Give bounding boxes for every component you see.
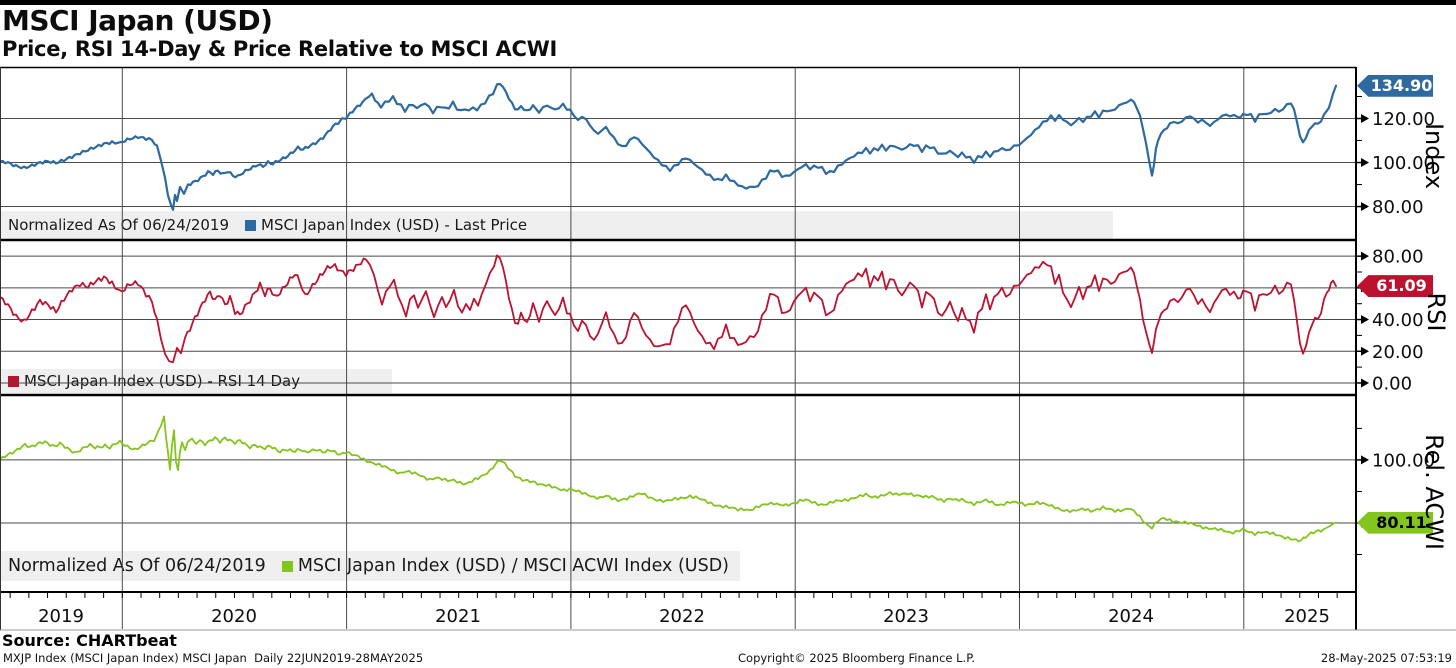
price-legend-swatch-icon: [245, 219, 256, 231]
series-line-rsi: [0, 254, 1337, 364]
footer-timestamp: 28-May-2025 07:53:19: [1320, 651, 1452, 665]
legend-price: Normalized As Of 06/24/2019 MSCI Japan I…: [0, 211, 1113, 239]
y-tick-label: 100.00: [1372, 153, 1435, 174]
y-tick-label: 0.00: [1372, 373, 1412, 394]
y-tick-arrow-icon: [1361, 455, 1369, 465]
axis-title-rsi: RSI: [1422, 292, 1450, 332]
legend-rel-acwi: Normalized As Of 06/24/2019 MSCI Japan I…: [0, 551, 740, 581]
y-tick-arrow-icon: [1361, 202, 1369, 212]
footer-copyright: Copyright© 2025 Bloomberg Finance L.P.: [738, 651, 975, 665]
legend-rel-normalized-note: Normalized As Of 06/24/2019: [8, 556, 266, 576]
x-year-label: 2025: [1284, 606, 1330, 627]
source-note: Source: CHARTbeat: [2, 631, 177, 650]
legend-price-normalized-note: Normalized As Of 06/24/2019: [8, 216, 229, 234]
rsi-last-value-tag: 61.09: [1357, 275, 1433, 298]
rsi-legend-swatch-icon: [8, 375, 19, 387]
footer-security-info: MXJP Index (MSCI Japan Index) MSCI Japan…: [3, 651, 424, 665]
top-bar: [0, 0, 1456, 5]
legend-rsi: MSCI Japan Index (USD) - RSI 14 Day: [0, 369, 392, 393]
page-title: MSCI Japan (USD): [2, 4, 273, 37]
y-tick-label: 120.00: [1372, 109, 1435, 130]
y-tick-label: 80.00: [1372, 247, 1424, 268]
series-line-index: [0, 82, 1338, 211]
legend-rsi-label: MSCI Japan Index (USD) - RSI 14 Day: [24, 372, 301, 390]
y-tick-arrow-icon: [1361, 114, 1369, 124]
legend-rel-label: MSCI Japan Index (USD) / MSCI ACWI Index…: [297, 556, 730, 576]
x-year-label: 2021: [435, 606, 481, 627]
y-tick-label: 80.00: [1372, 197, 1424, 218]
y-tick-arrow-icon: [1361, 158, 1369, 168]
legend-price-label: MSCI Japan Index (USD) - Last Price: [261, 216, 528, 234]
rel-last-value-tag: 80.11: [1357, 511, 1433, 534]
y-tick-arrow-icon: [1361, 251, 1369, 261]
x-year-label: 2019: [38, 606, 84, 627]
axis-title-rel-acwi: Rel. ACWI: [1420, 434, 1448, 550]
x-year-label: 2020: [211, 606, 257, 627]
price-last-value-tag: 134.90: [1357, 74, 1433, 97]
y-tick-arrow-icon: [1361, 378, 1369, 388]
x-year-label: 2022: [659, 606, 705, 627]
x-year-label: 2024: [1108, 606, 1154, 627]
series-line-relacwi: [0, 415, 1337, 543]
axis-title-index: Index: [1420, 122, 1448, 190]
y-tick-label: 20.00: [1372, 342, 1424, 363]
y-tick-arrow-icon: [1361, 315, 1369, 325]
y-tick-label: 100.00: [1372, 450, 1435, 471]
page-subtitle: Price, RSI 14-Day & Price Relative to MS…: [2, 37, 557, 61]
y-tick-label: 40.00: [1372, 310, 1424, 331]
x-year-label: 2023: [883, 606, 929, 627]
rel-legend-swatch-icon: [281, 560, 293, 572]
y-tick-arrow-icon: [1361, 346, 1369, 356]
